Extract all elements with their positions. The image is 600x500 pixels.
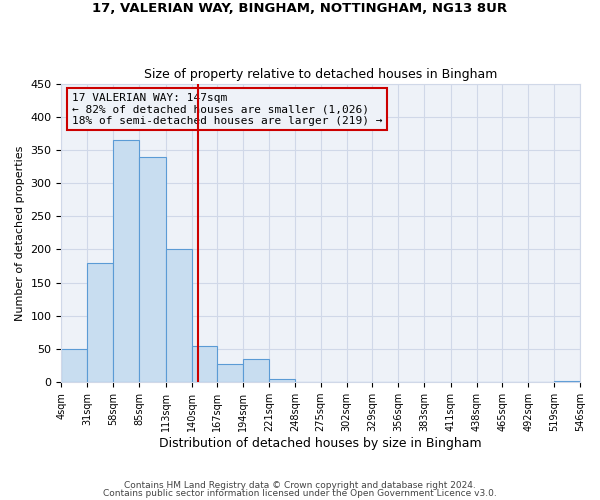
- Bar: [139, 156, 166, 382]
- Bar: [243, 359, 269, 382]
- Bar: [554, 381, 580, 382]
- Bar: [217, 364, 243, 382]
- Bar: [191, 346, 217, 382]
- Y-axis label: Number of detached properties: Number of detached properties: [15, 145, 25, 320]
- Bar: [269, 379, 295, 382]
- Text: Contains HM Land Registry data © Crown copyright and database right 2024.: Contains HM Land Registry data © Crown c…: [124, 481, 476, 490]
- Title: Size of property relative to detached houses in Bingham: Size of property relative to detached ho…: [144, 68, 497, 81]
- Bar: [113, 140, 139, 382]
- Text: 17, VALERIAN WAY, BINGHAM, NOTTINGHAM, NG13 8UR: 17, VALERIAN WAY, BINGHAM, NOTTINGHAM, N…: [92, 2, 508, 16]
- Bar: [87, 263, 113, 382]
- Bar: [166, 250, 191, 382]
- Text: 17 VALERIAN WAY: 147sqm
← 82% of detached houses are smaller (1,026)
18% of semi: 17 VALERIAN WAY: 147sqm ← 82% of detache…: [72, 92, 382, 126]
- Text: Contains public sector information licensed under the Open Government Licence v3: Contains public sector information licen…: [103, 488, 497, 498]
- Bar: [61, 349, 87, 382]
- X-axis label: Distribution of detached houses by size in Bingham: Distribution of detached houses by size …: [160, 437, 482, 450]
